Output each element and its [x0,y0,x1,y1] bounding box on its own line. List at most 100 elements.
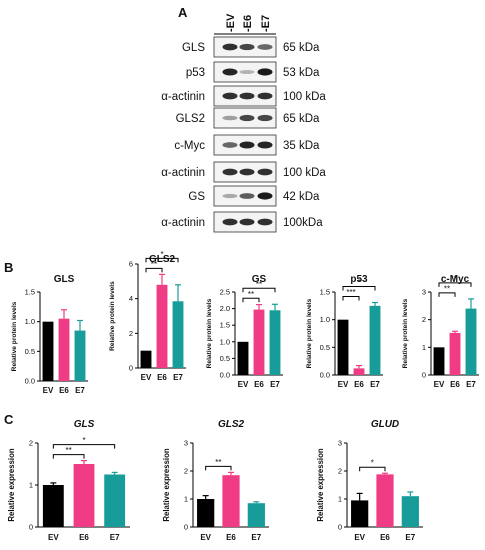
significance-label: ** [444,284,450,293]
y-tick-label: 1.0 [220,337,230,346]
y-axis-label: Relative expression [7,448,16,521]
bar-ev [197,499,215,527]
panel-label-b: B [4,260,13,275]
significance-bracket [52,444,116,449]
chart-b-p53: p53 Relative protein levels 0.0 0.5 1.0 1.5 EV… [306,274,383,389]
blot-kda-label: 65 kDa [283,113,320,125]
y-tick-label: 1.0 [25,317,35,326]
significance-bracket [359,466,386,472]
bar-ev [42,485,64,527]
y-tick-label: 1.5 [220,321,230,330]
y-tick-label: 0 [338,523,342,532]
y-tick-label: 3 [338,439,342,448]
bar-ev [351,500,369,527]
bar-e6 [376,474,394,527]
blot-kda-label: 53 kDa [283,67,320,79]
blot-protein-label: α-actinin [161,91,205,103]
chart-c-glud: GLUD Relative expression 0 1 2 3 EV E6 E7 * [316,419,423,542]
significance-bracket [342,286,376,291]
y-tick-label: 4 [129,294,133,303]
y-tick-label: 1.5 [25,288,35,297]
significance-label: * [453,274,456,283]
y-axis-label: Relative protein levels [11,301,18,371]
chart-title: GLS2 [149,254,176,265]
blot-protein-label: GS [188,191,205,203]
y-tick-label: 0.0 [25,377,35,386]
blot-band [239,218,255,226]
y-tick-label: 2 [29,439,33,448]
significance-label: * [357,278,360,287]
panel-label-a: A [178,5,188,20]
significance-bracket [342,296,360,301]
y-tick-label: 0.0 [320,371,330,380]
bar-e7 [269,310,281,375]
significance-bracket [242,297,260,303]
bar-e7 [465,308,477,375]
x-tick-label: E6 [380,533,390,542]
blot-kda-label: 100 kDa [283,91,326,103]
significance-label: *** [346,288,355,297]
significance-bracket [438,282,472,287]
y-axis-label: Relative protein levels [402,298,409,368]
chart-title: GS [252,274,267,285]
y-tick-label: 0 [184,523,188,532]
significance-bracket [145,257,179,263]
significance-label: ** [66,446,72,455]
blot-band [257,141,273,149]
bar-ev [337,319,349,375]
bar-e6 [449,332,461,375]
blot-band [239,141,255,149]
x-tick-label: EV [141,373,152,382]
blot-kda-label: 65 kDa [283,42,320,54]
x-tick-label: E6 [59,386,69,395]
x-tick-label: E6 [450,380,460,389]
significance-label: ** [248,290,254,299]
chart-b-gls: GLS Relative protein levels 0.0 0.5 1.0 1.5 EV… [11,274,88,395]
lane-label: -EV [225,13,237,32]
chart-title: GLUD [371,419,399,430]
bar-ev [433,347,445,375]
bar-ev [140,350,152,368]
y-tick-label: 2.5 [220,288,230,297]
significance-bracket [145,267,163,273]
blot-band [239,168,255,176]
y-tick-label: 1 [422,343,426,352]
blot-kda-label: 100 kDa [283,167,326,179]
bar-charts: GLS Relative protein levels 0.0 0.5 1.0 1.5 EV… [7,250,479,542]
x-tick-label: E6 [226,533,236,542]
blot-protein-label: c-Myc [174,140,205,152]
blot-protein-label: α-actinin [161,217,205,229]
x-tick-label: E7 [173,373,183,382]
blot-band [239,69,255,75]
significance-bracket [52,454,85,459]
y-tick-label: 0.5 [320,343,330,352]
significance-label: ** [151,260,157,269]
blot-kda-label: 35 kDa [283,140,320,152]
y-tick-label: 1 [338,495,342,504]
x-tick-label: E7 [370,380,380,389]
bar-e6 [353,368,365,375]
blot-band [239,193,255,199]
bar-e7 [104,474,126,527]
y-tick-label: 0 [129,364,133,373]
y-tick-label: 1 [29,481,33,490]
x-tick-label: E7 [466,380,476,389]
x-tick-label: E7 [270,380,280,389]
chart-title: GLS2 [218,419,245,430]
blot-band [239,92,255,100]
x-tick-label: EV [338,380,349,389]
blot-protein-label: p53 [186,67,205,79]
blot-band [239,114,255,122]
significance-bracket [242,287,276,293]
bar-e6 [222,475,240,527]
western-blot: -EV -E6 -E7 GLS 65 kDa p53 53 kDa α-actinin 100 … [161,13,326,233]
bar-e7 [369,305,381,375]
blot-band [257,168,273,176]
blot-band [257,44,273,50]
x-tick-label: E7 [251,533,261,542]
bar-e6 [73,464,95,527]
y-axis-label: Relative expression [162,448,171,521]
x-tick-label: E6 [157,373,167,382]
bar-e6 [156,284,168,368]
